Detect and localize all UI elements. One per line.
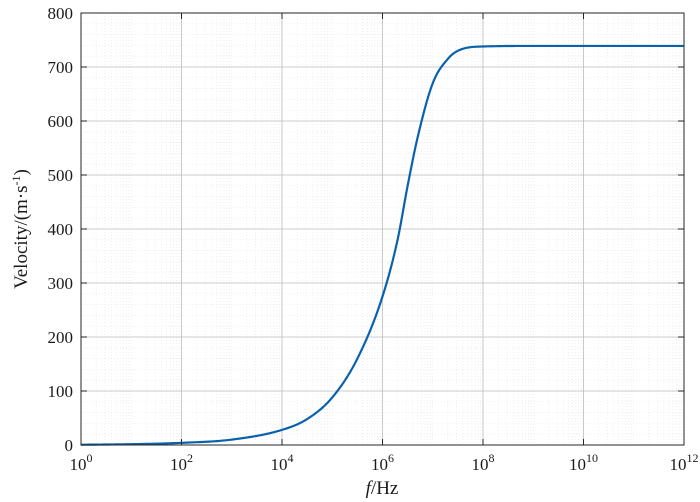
x-tick-exponent: 0 (87, 451, 93, 465)
y-tick-labels: 0 100 200 300 400 500 600 700 800 (48, 4, 74, 455)
x-tick-label: 100 (70, 451, 93, 474)
x-tick-base: 10 (371, 455, 388, 474)
y-tick-label: 200 (48, 328, 74, 347)
x-tick-base: 10 (70, 455, 87, 474)
x-tick-exponent: 2 (187, 451, 193, 465)
x-tick-base: 10 (670, 455, 687, 474)
x-tick-base: 10 (271, 455, 288, 474)
x-tick-label: 104 (271, 451, 294, 474)
x-tick-exponent: 10 (586, 451, 598, 465)
x-tick-label: 106 (371, 451, 394, 474)
x-tick-exponent: 6 (388, 451, 394, 465)
axis-ticks (80, 12, 685, 446)
x-tick-label: 108 (472, 451, 495, 474)
y-tick-label: 400 (48, 220, 74, 239)
x-tick-label: 1012 (670, 451, 699, 474)
x-axis-label: f/Hz (366, 478, 399, 499)
y-tick-label: 100 (48, 382, 74, 401)
x-tick-label: 1010 (569, 451, 598, 474)
y-tick-label: 300 (48, 274, 74, 293)
y-tick-label: 600 (48, 112, 74, 131)
x-tick-exponent: 8 (489, 451, 495, 465)
y-axis-label: Velocity/(m·s-1) (9, 169, 32, 289)
y-tick-label: 0 (65, 436, 74, 455)
x-tick-exponent: 12 (687, 451, 699, 465)
y-tick-label: 500 (48, 166, 74, 185)
x-tick-base: 10 (569, 455, 586, 474)
x-tick-base: 10 (472, 455, 489, 474)
x-tick-labels: 100 102 104 106 108 1010 1012 (70, 451, 699, 474)
x-tick-exponent: 4 (288, 451, 294, 465)
series-layer (80, 44, 684, 446)
velocity-curve (80, 44, 684, 446)
x-tick-label: 102 (170, 451, 193, 474)
x-tick-base: 10 (170, 455, 187, 474)
y-tick-label: 700 (48, 58, 74, 77)
y-tick-label: 800 (48, 4, 74, 23)
